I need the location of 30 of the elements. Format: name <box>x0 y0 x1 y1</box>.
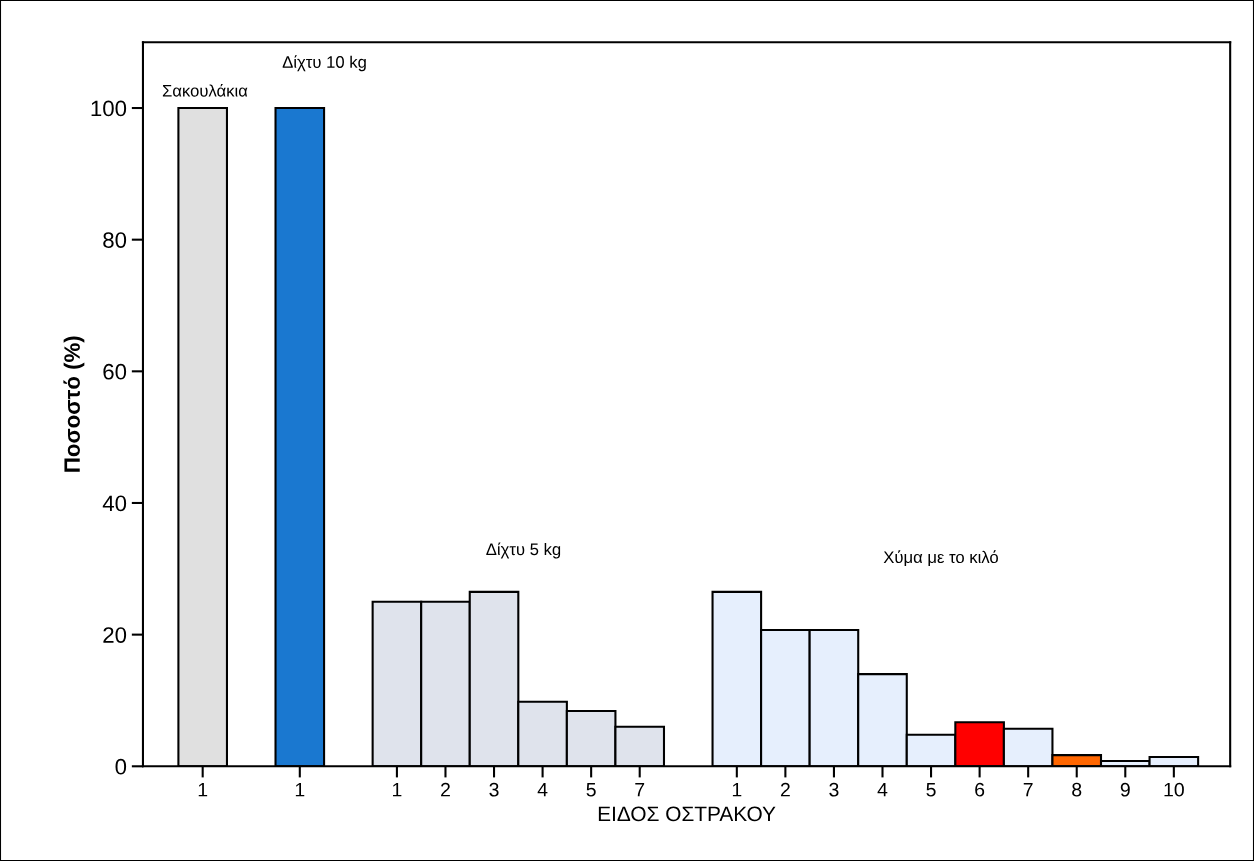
annotation: Δίχτυ 5 kg <box>486 542 561 559</box>
x-axis-title: ΕΙΔΟΣ ΟΣΤΡΑΚΟΥ <box>598 806 776 822</box>
x-tick-label: 3 <box>489 782 499 797</box>
x-tick-label: 5 <box>586 782 596 797</box>
y-tick-label: 20 <box>103 627 127 643</box>
y-tick-label: 80 <box>103 232 127 248</box>
x-tick-label: 4 <box>537 782 548 797</box>
y-tick-label: 40 <box>102 495 127 512</box>
x-tick-label: 1 <box>732 782 742 797</box>
x-tick-label: 1 <box>295 782 305 797</box>
y-axis-title: Ποσοστό (%) <box>63 336 85 472</box>
x-tick-label: 6 <box>975 782 985 797</box>
y-tick-label: 100 <box>91 100 127 117</box>
x-tick-label: 9 <box>1120 782 1130 797</box>
y-tick-label: 0 <box>115 758 127 775</box>
x-tick-label: 3 <box>829 782 839 797</box>
x-tick-label: 2 <box>780 782 790 797</box>
x-tick-label: 4 <box>877 782 888 797</box>
annotation: Χύμα με το κιλό <box>883 550 998 567</box>
x-tick-label: 1 <box>392 782 402 797</box>
x-tick-label: 1 <box>198 782 208 797</box>
annotation: Δίχτυ 10 kg <box>282 55 366 72</box>
x-tick-label: 5 <box>926 782 936 797</box>
y-tick-label: 60 <box>103 363 127 380</box>
x-tick-label: 7 <box>1023 782 1033 797</box>
x-tick-label: 10 <box>1164 782 1184 797</box>
x-tick-label: 2 <box>441 782 450 797</box>
x-tick-label: 7 <box>635 782 645 797</box>
x-tick-label: 8 <box>1072 782 1082 797</box>
annotation: Σακουλάκια <box>162 83 248 97</box>
